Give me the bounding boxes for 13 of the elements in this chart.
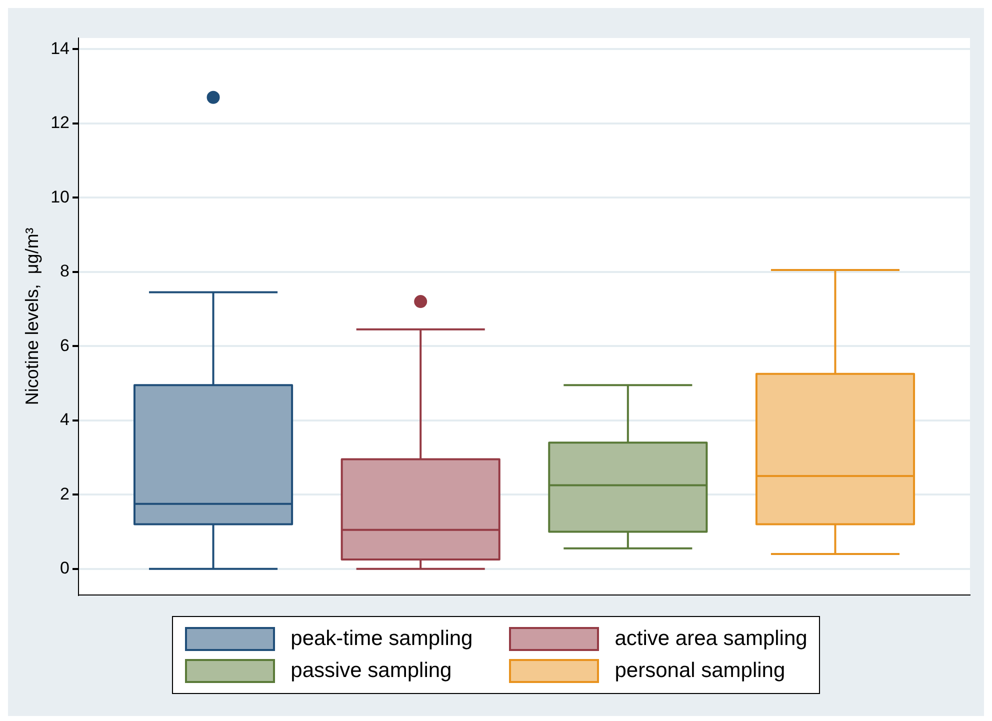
y-tick-label: 8: [60, 262, 70, 281]
y-tick-label: 10: [50, 187, 70, 206]
y-tick-label: 12: [50, 113, 70, 132]
y-tick-label: 6: [60, 336, 70, 355]
y-tick-label: 14: [50, 38, 70, 58]
y-tick-label: 0: [60, 558, 70, 578]
y-tick-label: 4: [60, 410, 70, 430]
y-axis-title: Nicotine levels, μg/m³: [22, 228, 42, 406]
legend-label: passive sampling: [290, 659, 452, 683]
legend-label: peak-time sampling: [290, 627, 473, 651]
legend-label: personal sampling: [614, 659, 786, 683]
y-tick-label: 2: [60, 484, 70, 504]
legend-label: active area sampling: [614, 627, 808, 651]
